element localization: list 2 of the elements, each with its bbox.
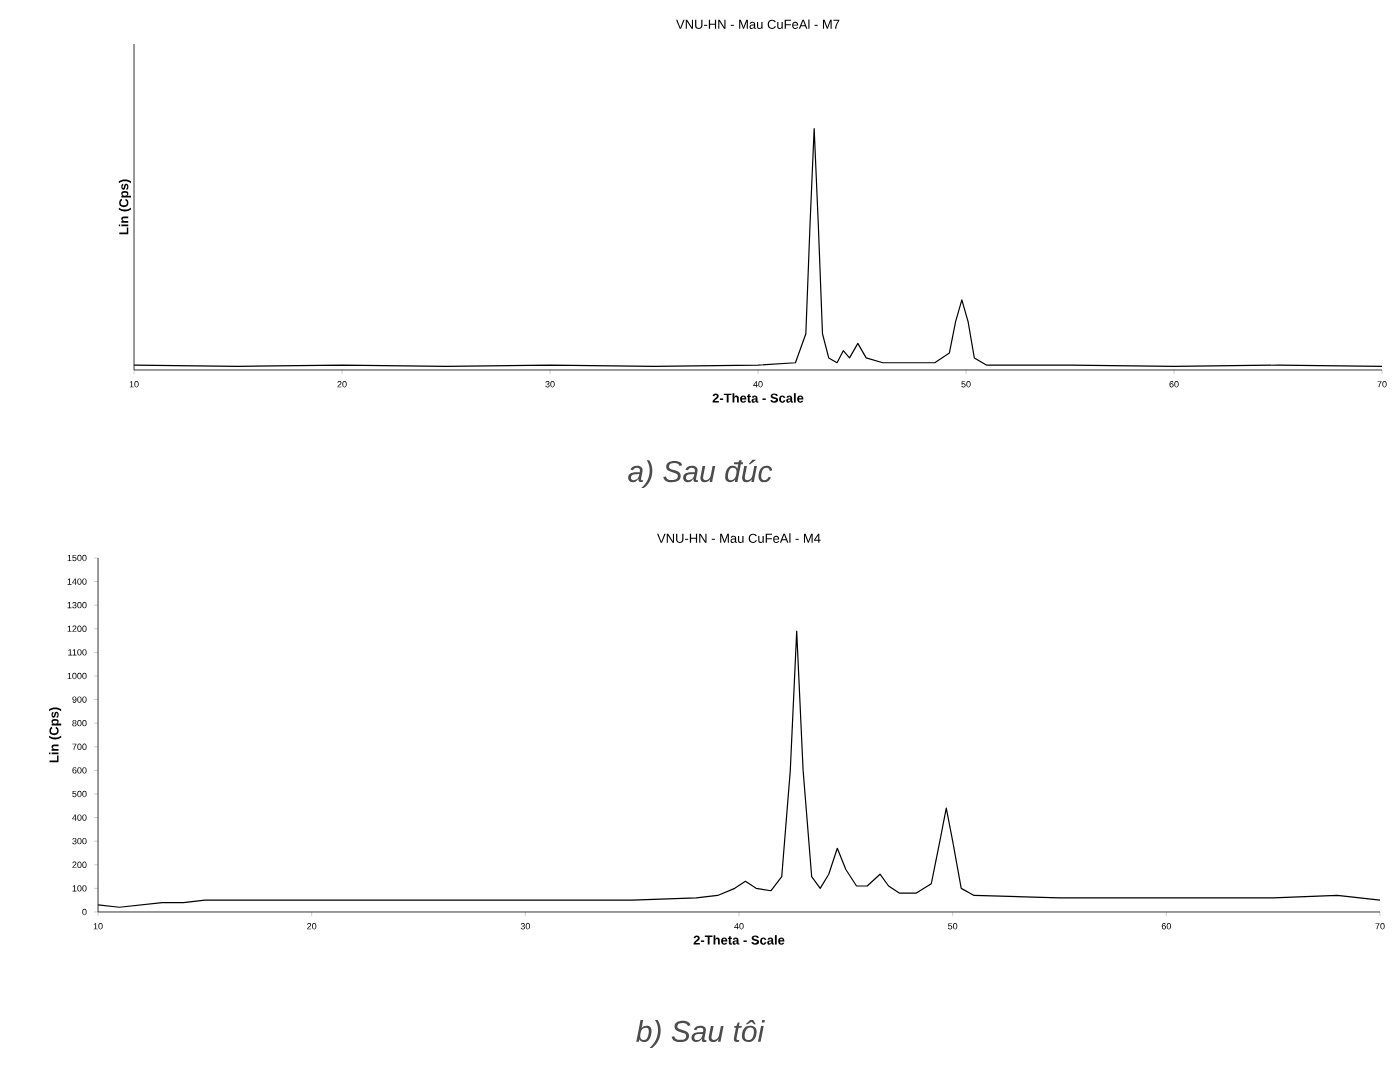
text: b) Sau tôi — [636, 1019, 765, 1048]
text: a) Sau đúc — [628, 459, 773, 489]
